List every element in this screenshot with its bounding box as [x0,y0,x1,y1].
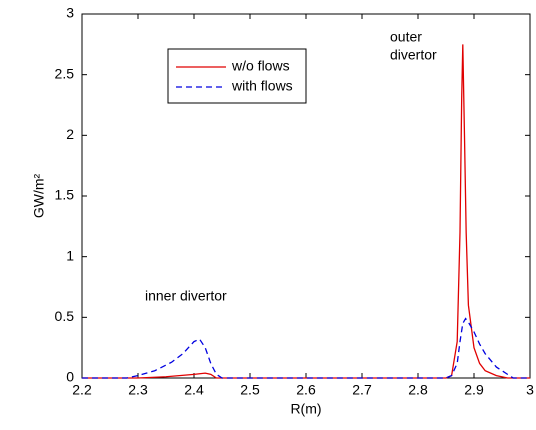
x-tick-label: 2.3 [128,382,148,398]
y-tick-label: 2.5 [55,65,75,81]
data-line [82,317,530,379]
annotation: divertor [390,47,437,63]
x-tick-label: 3 [526,382,534,398]
x-tick-label: 2.8 [408,382,428,398]
legend-box [167,48,307,104]
x-tick-label: 2.9 [464,382,484,398]
y-tick-label: 3 [66,5,74,21]
y-tick-label: 0.5 [55,308,75,324]
x-tick-label: 2.5 [240,382,260,398]
legend-label: with flows [231,78,293,94]
y-tick-label: 1.5 [55,187,75,203]
x-tick-label: 2.2 [72,382,92,398]
x-tick-label: 2.7 [352,382,372,398]
y-tick-label: 2 [66,126,74,142]
annotation: inner divertor [145,288,227,304]
y-tick-label: 0 [66,369,74,385]
legend-label: w/o flows [231,58,290,74]
annotation: outer [390,29,422,45]
x-axis-label: R(m) [290,401,321,417]
y-tick-label: 1 [66,247,74,263]
y-axis-label: GW/m² [31,174,47,219]
x-tick-label: 2.6 [296,382,316,398]
x-tick-label: 2.4 [184,382,204,398]
legend: w/o flows with flows [167,48,307,104]
data-line [82,44,530,379]
